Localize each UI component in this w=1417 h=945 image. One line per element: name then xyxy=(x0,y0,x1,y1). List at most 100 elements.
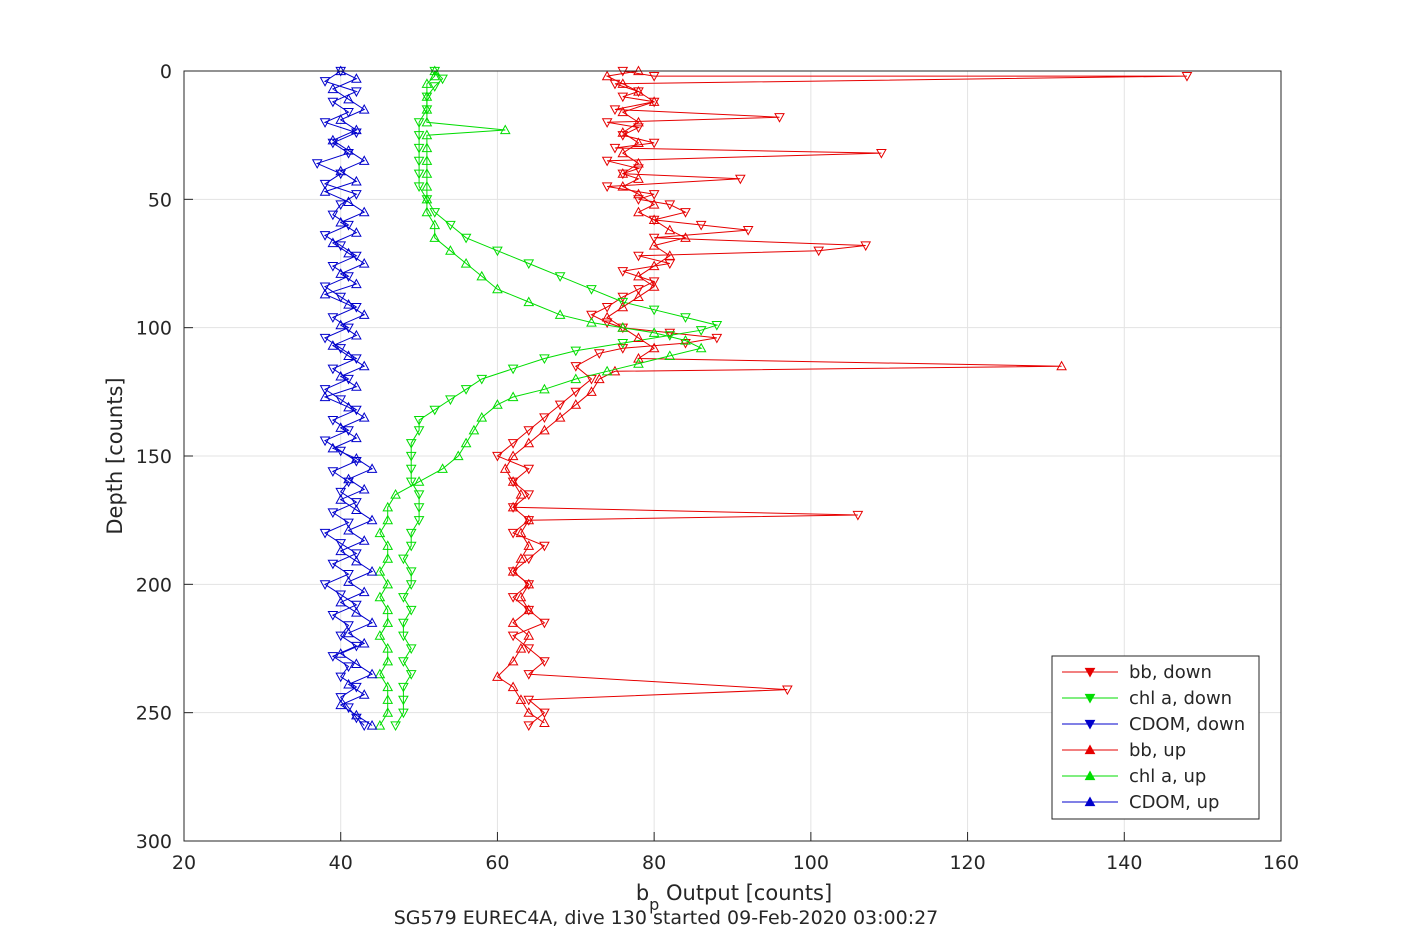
data-point-marker xyxy=(523,695,535,706)
data-point-marker xyxy=(311,159,323,169)
data-point-marker xyxy=(398,695,409,706)
data-point-marker xyxy=(523,604,535,615)
data-point-marker xyxy=(617,344,629,354)
data-point-marker xyxy=(319,186,331,196)
data-point-marker xyxy=(327,364,339,375)
data-point-marker xyxy=(429,232,441,242)
data-point-marker xyxy=(523,630,535,640)
data-point-marker xyxy=(680,232,691,242)
data-point-marker xyxy=(374,527,386,538)
data-point-marker xyxy=(351,549,362,560)
legend-marker xyxy=(1084,719,1096,730)
data-point-marker xyxy=(335,169,347,180)
data-point-marker xyxy=(648,240,660,250)
data-point-marker xyxy=(327,261,339,272)
legend-marker xyxy=(1084,744,1096,755)
legend-marker xyxy=(1084,796,1096,807)
data-point-marker xyxy=(382,553,394,563)
data-point-marker xyxy=(507,364,519,375)
y-tick-label: 50 xyxy=(148,189,172,211)
data-point-marker xyxy=(695,342,707,353)
data-point-marker xyxy=(648,190,660,200)
data-point-marker xyxy=(319,436,331,447)
data-point-marker xyxy=(351,329,362,340)
data-point-marker xyxy=(335,487,347,498)
series-1 xyxy=(390,66,723,732)
data-point-marker xyxy=(374,719,386,730)
x-tick-label: 40 xyxy=(329,852,353,874)
data-point-marker xyxy=(609,105,621,116)
data-point-marker xyxy=(664,224,676,235)
data-point-marker xyxy=(813,246,825,257)
data-point-marker xyxy=(539,383,550,394)
data-point-marker xyxy=(507,501,519,512)
x-axis-label: bp Output [counts] xyxy=(636,881,832,914)
data-point-marker xyxy=(648,277,660,287)
data-point-marker xyxy=(343,518,354,529)
data-point-marker xyxy=(570,362,582,372)
data-point-marker xyxy=(648,72,660,82)
data-point-marker xyxy=(445,395,456,406)
legend-label: bb, down xyxy=(1129,662,1212,683)
data-point-marker xyxy=(633,123,644,133)
data-point-marker xyxy=(382,540,394,550)
data-point-marker xyxy=(351,190,362,200)
data-point-marker xyxy=(390,488,401,499)
data-point-marker xyxy=(468,424,480,435)
data-point-marker xyxy=(515,591,527,602)
data-point-marker xyxy=(523,540,535,550)
data-point-marker xyxy=(1056,360,1067,371)
x-tick-label: 60 xyxy=(485,852,509,874)
data-point-marker xyxy=(648,233,660,244)
data-point-marker xyxy=(609,143,621,154)
data-point-marker xyxy=(515,694,527,704)
data-point-marker xyxy=(366,668,378,679)
data-point-marker xyxy=(358,586,370,597)
data-point-marker xyxy=(343,247,354,258)
data-point-marker xyxy=(421,193,433,204)
data-point-marker xyxy=(680,338,691,349)
data-point-marker xyxy=(601,303,613,313)
data-point-marker xyxy=(429,208,441,218)
data-point-marker xyxy=(382,604,394,615)
data-point-marker xyxy=(452,450,464,461)
legend-label: chl a, down xyxy=(1129,688,1232,709)
data-point-marker xyxy=(398,618,409,629)
series-line xyxy=(395,70,719,726)
data-point-marker xyxy=(633,188,644,199)
data-point-marker xyxy=(515,642,527,653)
data-point-marker xyxy=(358,483,370,494)
data-point-marker xyxy=(405,605,417,616)
data-point-marker xyxy=(343,662,354,672)
data-point-marker xyxy=(515,553,527,563)
data-point-marker xyxy=(319,179,331,190)
data-point-marker xyxy=(648,138,660,149)
data-point-marker xyxy=(664,328,676,339)
series-2 xyxy=(311,66,370,732)
data-point-marker xyxy=(335,241,347,252)
data-point-marker xyxy=(609,365,621,376)
data-point-marker xyxy=(633,86,644,96)
data-point-marker xyxy=(593,349,605,359)
data-point-marker xyxy=(327,210,339,221)
data-point-marker xyxy=(319,385,331,395)
data-point-marker xyxy=(382,617,394,627)
legend-label: CDOM, up xyxy=(1129,792,1219,813)
data-point-marker xyxy=(351,303,362,313)
data-point-marker xyxy=(351,175,362,186)
data-point-marker xyxy=(343,107,354,118)
data-point-marker xyxy=(382,642,394,653)
x-tick-label: 80 xyxy=(642,852,666,874)
data-point-marker xyxy=(405,670,417,680)
legend-box xyxy=(1051,655,1260,820)
data-point-marker xyxy=(351,641,362,652)
data-point-marker xyxy=(782,685,793,696)
data-point-marker xyxy=(601,118,613,128)
data-point-marker xyxy=(617,180,629,191)
data-point-marker xyxy=(358,411,370,422)
data-point-marker xyxy=(507,391,519,402)
data-point-marker xyxy=(398,554,409,565)
data-point-marker xyxy=(429,82,441,92)
legend-label: bb, up xyxy=(1129,740,1186,761)
